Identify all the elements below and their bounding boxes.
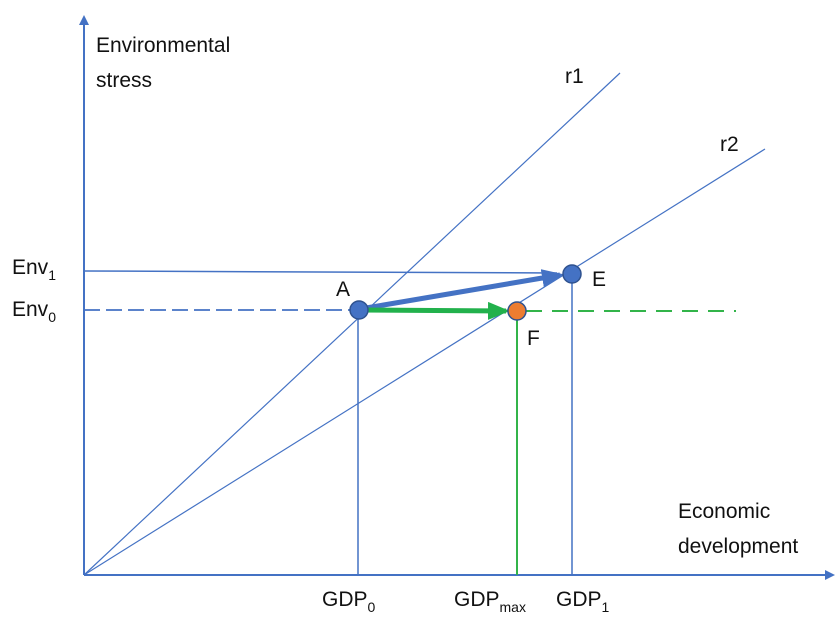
ray-r1 (83, 72, 621, 576)
ray-r2 (83, 148, 766, 576)
env1-label: Env1 (12, 256, 56, 283)
x-axis-label-line1: Economic (678, 500, 770, 523)
y-axis-label-line1: Environmental (96, 34, 230, 57)
ray-r2-label: r2 (720, 133, 739, 156)
env1-level-line (83, 270, 558, 274)
gdp0-label: GDP0 (322, 588, 376, 615)
point-f-label: F (527, 327, 540, 350)
env0-label: Env0 (12, 298, 56, 325)
point-a-label: A (336, 278, 350, 301)
arrow-a-to-f (359, 301, 510, 320)
gdp1-label: GDP1 (556, 588, 610, 615)
gdpmax-label: GDPmax (454, 588, 526, 615)
x-axis-label-line2: development (678, 535, 798, 558)
point-e-label: E (592, 268, 606, 291)
y-axis-label-line2: stress (96, 69, 152, 92)
ray-r1-label: r1 (565, 65, 584, 88)
arrow-a-to-e (359, 269, 564, 312)
point-a (349, 300, 369, 320)
point-e (562, 264, 582, 284)
point-f (507, 301, 527, 321)
